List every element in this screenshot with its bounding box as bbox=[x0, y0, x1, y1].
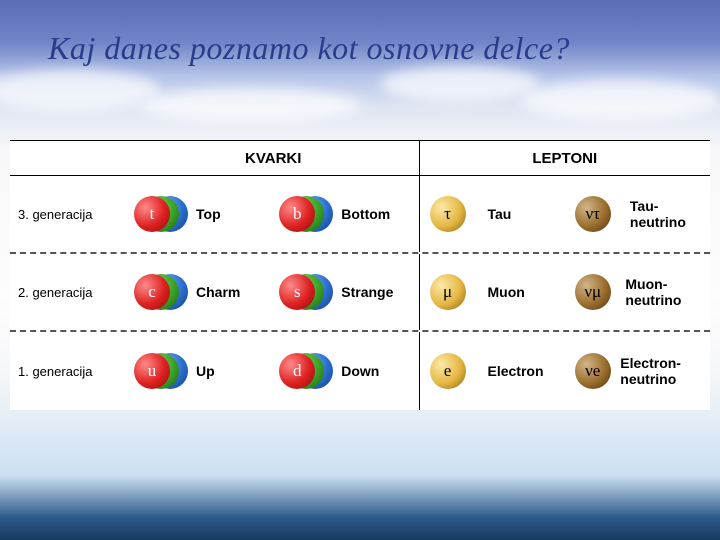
particle-label: Electron bbox=[488, 363, 544, 379]
lepton-cell: ντ Tau-neutrino bbox=[565, 192, 710, 236]
tau-icon: τ bbox=[426, 192, 480, 236]
table-row: 3. generacija t Top b Bottom τ Tau ντ bbox=[10, 176, 710, 254]
muon-icon: μ bbox=[426, 270, 480, 314]
particle-label: Strange bbox=[341, 284, 393, 300]
strange-quark-icon: s bbox=[279, 270, 333, 314]
tau-neutrino-icon: ντ bbox=[571, 192, 622, 236]
particle-label: Tau bbox=[488, 206, 512, 222]
down-quark-icon: d bbox=[279, 349, 333, 393]
lepton-cell: νe Electron-neutrino bbox=[565, 349, 710, 393]
particle-label: Muon-neutrino bbox=[625, 276, 710, 308]
particle-label: Charm bbox=[196, 284, 240, 300]
lepton-cell: νμ Muon-neutrino bbox=[565, 270, 710, 314]
clouds bbox=[0, 60, 720, 140]
quark-cell: c Charm bbox=[128, 270, 273, 314]
muon-neutrino-icon: νμ bbox=[571, 270, 618, 314]
page-title: Kaj danes poznamo kot osnovne delce? bbox=[48, 30, 570, 67]
charm-quark-icon: c bbox=[134, 270, 188, 314]
row-label: 2. generacija bbox=[10, 285, 128, 300]
table-headers: KVARKI LEPTONI bbox=[10, 140, 710, 176]
table-row: 2. generacija c Charm s Strange μ Muon ν… bbox=[10, 254, 710, 332]
particle-label: Bottom bbox=[341, 206, 390, 222]
top-quark-icon: t bbox=[134, 192, 188, 236]
electron-neutrino-icon: νe bbox=[571, 349, 613, 393]
table-row: 1. generacija u Up d Down e Electron νe bbox=[10, 332, 710, 410]
lepton-cell: τ Tau bbox=[420, 192, 565, 236]
up-quark-icon: u bbox=[134, 349, 188, 393]
header-quarks: KVARKI bbox=[128, 150, 419, 167]
quark-cell: t Top bbox=[128, 192, 273, 236]
quark-cell: u Up bbox=[128, 349, 273, 393]
particle-table: KVARKI LEPTONI 3. generacija t Top b Bot… bbox=[10, 140, 710, 410]
particle-label: Tau-neutrino bbox=[630, 198, 710, 230]
quark-cell: d Down bbox=[273, 349, 418, 393]
quark-cell: b Bottom bbox=[273, 192, 418, 236]
bottom-quark-icon: b bbox=[279, 192, 333, 236]
quark-cell: s Strange bbox=[273, 270, 418, 314]
electron-icon: e bbox=[426, 349, 480, 393]
particle-label: Top bbox=[196, 206, 221, 222]
particle-label: Up bbox=[196, 363, 215, 379]
lepton-cell: e Electron bbox=[420, 349, 565, 393]
particle-label: Muon bbox=[488, 284, 525, 300]
particle-label: Down bbox=[341, 363, 379, 379]
header-leptons: LEPTONI bbox=[420, 150, 711, 167]
particle-label: Electron-neutrino bbox=[620, 355, 710, 387]
row-label: 3. generacija bbox=[10, 207, 128, 222]
lepton-cell: μ Muon bbox=[420, 270, 565, 314]
row-label: 1. generacija bbox=[10, 364, 128, 379]
